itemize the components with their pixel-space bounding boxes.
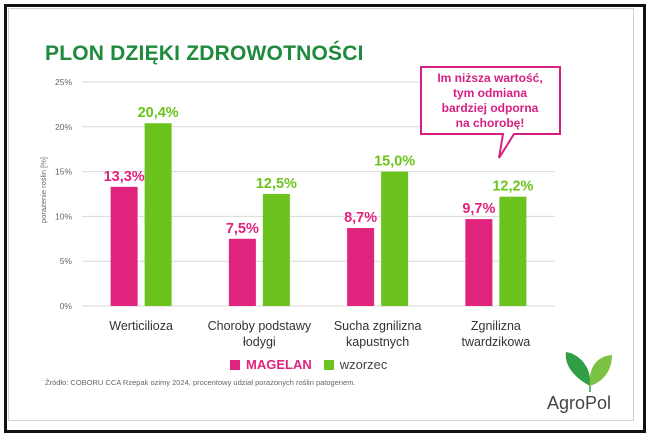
- data-label: 12,5%: [256, 176, 297, 192]
- page-title: PLON DZIĘKI ZDROWOTNOŚCI: [45, 42, 364, 65]
- bar-magelan: [465, 219, 493, 306]
- data-label: 8,7%: [344, 210, 377, 226]
- x-axis-categories: Werticilioza Choroby podstawy łodygi Sucha …: [109, 319, 530, 349]
- agropol-leaf-icon: [565, 352, 612, 392]
- legend-swatch-magelan: [230, 359, 240, 370]
- bar-wzorzec: [144, 123, 172, 306]
- callout: Im niższa wartość, tym odmiana bardziej od…: [420, 66, 561, 159]
- source-note: Źródło: COBORU CCA Rzepak ozimy 2024, pr…: [45, 378, 356, 387]
- y-tick-label: 15%: [55, 167, 72, 177]
- data-label: 20,4%: [138, 105, 179, 121]
- logo: AgroPol: [547, 393, 612, 413]
- data-label: 7,5%: [226, 221, 259, 237]
- legend: MAGELAN wzorzec: [230, 357, 399, 372]
- legend-item-wzorzec: wzorzec: [323, 357, 388, 372]
- bar-magelan: [347, 228, 375, 306]
- data-label: 9,7%: [462, 201, 495, 217]
- bar-magelan: [228, 238, 256, 306]
- data-label: 15,0%: [374, 154, 415, 170]
- y-axis-label: porażenie roślin [%]: [39, 157, 48, 223]
- data-labels: 13,3% 20,4% 7,5% 12,5% 8,7% 15,0% 9,7% 12,2%: [104, 105, 534, 237]
- bars: [110, 123, 527, 306]
- x-tick-label: Sucha zgnilizna kapustnych: [334, 319, 422, 349]
- legend-label-wzorzec: wzorzec: [339, 357, 388, 372]
- inner-frame: [8, 8, 634, 421]
- legend-swatch-wzorzec: [323, 359, 334, 370]
- y-tick-label: 5%: [60, 256, 73, 266]
- y-tick-label: 0%: [60, 301, 73, 311]
- y-tick-label: 20%: [55, 122, 72, 132]
- legend-label-magelan: MAGELAN: [246, 357, 312, 372]
- x-tick-label: Choroby podstawy łodygi: [208, 319, 312, 349]
- y-axis: 0% 5% 10% 15% 20% 25%: [55, 77, 72, 311]
- bar-magelan: [110, 186, 138, 306]
- callout-text: Im niższa wartość, tym odmiana bardziej od…: [437, 71, 542, 130]
- data-label: 12,2%: [492, 179, 533, 195]
- y-tick-label: 25%: [55, 77, 72, 87]
- x-tick-label: Zgnilizna twardzikowa: [461, 319, 530, 349]
- bar-wzorzec: [381, 171, 409, 306]
- y-tick-label: 10%: [55, 211, 72, 221]
- legend-item-magelan: MAGELAN: [230, 357, 312, 372]
- data-label: 13,3%: [104, 169, 145, 185]
- bar-wzorzec: [262, 194, 290, 306]
- x-tick-label: Werticilioza: [109, 319, 173, 333]
- bar-wzorzec: [499, 196, 527, 306]
